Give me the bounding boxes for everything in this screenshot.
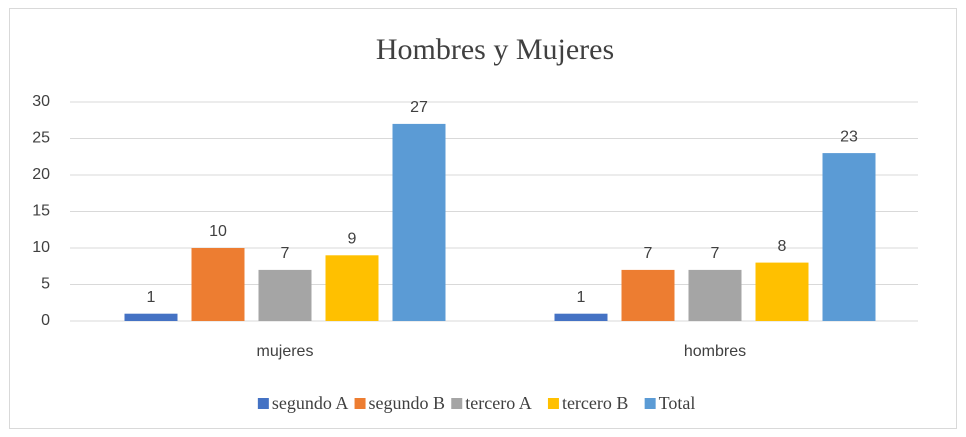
data-label: 7	[711, 245, 720, 262]
legend-label: tercero A	[465, 393, 531, 413]
legend-label: tercero B	[562, 393, 628, 413]
data-label: 1	[147, 289, 156, 306]
chart-border	[9, 8, 957, 429]
bar	[124, 313, 178, 321]
y-tick-label: 25	[32, 130, 50, 147]
y-tick-label: 30	[32, 93, 50, 110]
y-tick-label: 10	[32, 239, 50, 256]
data-label: 27	[410, 99, 428, 116]
chart-title: Hombres y Mujeres	[376, 33, 614, 66]
legend-swatch	[257, 398, 269, 409]
x-tick-label: hombres	[684, 343, 746, 360]
y-tick-label: 15	[32, 203, 50, 220]
x-tick-label: mujeres	[257, 343, 314, 360]
legend-swatch	[451, 398, 463, 409]
data-label: 7	[644, 245, 653, 262]
legend-swatch	[547, 398, 559, 409]
bar	[392, 123, 446, 322]
bar	[621, 269, 675, 321]
data-label: 1	[577, 289, 586, 306]
bar	[191, 248, 245, 321]
legend-swatch	[354, 398, 366, 409]
data-label: 8	[778, 238, 787, 255]
bar	[258, 269, 312, 321]
bar	[822, 153, 876, 321]
y-tick-label: 0	[41, 312, 50, 329]
legend-label: segundo B	[369, 393, 446, 413]
bar	[755, 262, 809, 321]
y-tick-label: 20	[32, 166, 50, 183]
y-tick-label: 5	[41, 276, 50, 293]
data-label: 7	[281, 245, 290, 262]
legend-label: Total	[659, 393, 696, 413]
data-label: 23	[840, 128, 858, 145]
legend-swatch	[644, 398, 656, 409]
bar	[688, 269, 742, 321]
data-label: 9	[348, 231, 357, 248]
data-label: 10	[209, 223, 227, 240]
legend-label: segundo A	[272, 393, 349, 413]
bar	[325, 255, 379, 321]
bar	[554, 313, 608, 321]
